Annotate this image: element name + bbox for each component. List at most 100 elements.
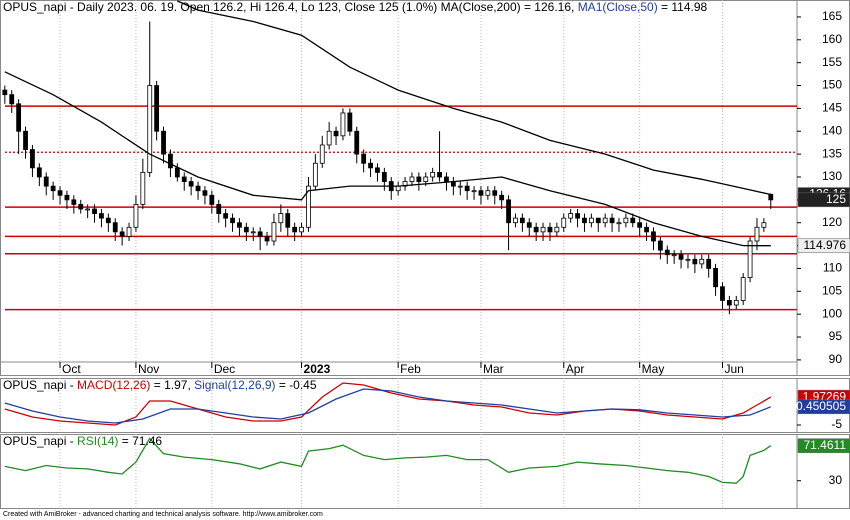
candle-body bbox=[664, 249, 670, 256]
series-line bbox=[4, 382, 772, 426]
candle-body bbox=[119, 231, 125, 237]
candle-body bbox=[264, 236, 270, 242]
series-line bbox=[4, 388, 772, 424]
axis-value-box bbox=[797, 192, 850, 208]
candle-body bbox=[216, 204, 222, 214]
y-tick-label: 130 bbox=[822, 169, 842, 183]
y-tick-label: 95 bbox=[829, 329, 843, 343]
candle-body bbox=[526, 222, 532, 228]
candle-body bbox=[485, 190, 491, 196]
candle-body bbox=[285, 213, 291, 228]
axis-value-box bbox=[797, 238, 850, 253]
axis-value-label: 125 bbox=[826, 192, 846, 206]
candle-body bbox=[437, 172, 442, 178]
candle-body bbox=[492, 190, 498, 196]
candle-body bbox=[699, 258, 705, 265]
candle-body bbox=[181, 176, 187, 182]
y-tick-label: 120 bbox=[822, 215, 842, 229]
candle-body bbox=[78, 204, 84, 210]
candle-body bbox=[64, 194, 70, 201]
candle-body bbox=[423, 176, 429, 182]
candle-body bbox=[237, 222, 242, 228]
candle-body bbox=[92, 208, 97, 214]
candle-body bbox=[71, 199, 77, 205]
candle-body bbox=[471, 190, 477, 193]
axis-value-label: 71.4611 bbox=[804, 438, 847, 452]
y-tick-label: -5 bbox=[831, 417, 842, 431]
y-tick-label: 145 bbox=[822, 101, 842, 115]
candle-body bbox=[50, 185, 56, 192]
candle-body bbox=[768, 193, 774, 201]
candle-body bbox=[278, 213, 284, 224]
series-line bbox=[177, 0, 771, 196]
candle-body bbox=[657, 240, 663, 251]
candle-body bbox=[312, 162, 318, 187]
candle-body bbox=[326, 130, 332, 146]
candle-body bbox=[168, 153, 173, 169]
axis-value-box bbox=[797, 438, 850, 453]
title-part: MACD(12,26) bbox=[77, 378, 150, 392]
title-part: = 114.98 bbox=[658, 0, 708, 14]
x-tick-label: 2023 bbox=[304, 362, 331, 376]
candle-body bbox=[209, 194, 215, 205]
candle-body bbox=[375, 167, 380, 173]
candle-body bbox=[85, 208, 91, 211]
candle-body bbox=[347, 112, 353, 132]
title-part: = 1.97, bbox=[150, 378, 194, 392]
y-tick-label: 155 bbox=[822, 55, 842, 69]
candle-body bbox=[720, 286, 725, 301]
candle-body bbox=[319, 144, 325, 164]
candle-body bbox=[250, 231, 256, 234]
candle-body bbox=[575, 213, 580, 219]
candle-body bbox=[651, 231, 656, 242]
candle-body bbox=[271, 222, 277, 242]
candle-body bbox=[616, 222, 622, 225]
candle-body bbox=[23, 130, 28, 150]
x-tick-label: May bbox=[642, 362, 665, 376]
candle-body bbox=[554, 226, 560, 233]
y-tick-label: 30 bbox=[829, 473, 843, 487]
panel-title: OPUS_napi - Daily 2023. 06. 19. Open 126… bbox=[3, 0, 708, 14]
y-tick-label: 90 bbox=[829, 352, 843, 366]
y-tick-label: 105 bbox=[822, 283, 842, 297]
candle-body bbox=[306, 185, 311, 228]
x-tick-label: Mar bbox=[483, 362, 504, 376]
candle-body bbox=[174, 167, 180, 178]
candle-body bbox=[685, 258, 691, 261]
x-tick-label: Nov bbox=[138, 362, 159, 376]
y-tick-label: 150 bbox=[822, 78, 842, 92]
candle-body bbox=[519, 217, 525, 224]
title-part: = -0.45 bbox=[276, 378, 317, 392]
candle-body bbox=[202, 190, 208, 196]
candle-body bbox=[533, 226, 539, 233]
candle-body bbox=[188, 181, 194, 187]
title-part: OPUS_napi - bbox=[3, 378, 77, 392]
y-tick-label: 140 bbox=[822, 123, 842, 137]
y-tick-label: 110 bbox=[823, 261, 842, 275]
axis-value-label: 114.976 bbox=[804, 238, 847, 252]
candle-body bbox=[292, 226, 298, 233]
candle-body bbox=[644, 226, 649, 233]
candle-body bbox=[582, 217, 587, 224]
candle-body bbox=[140, 172, 146, 205]
candle-body bbox=[464, 185, 470, 192]
candle-body bbox=[333, 130, 339, 137]
candle-body bbox=[195, 185, 201, 192]
candle-body bbox=[299, 226, 304, 233]
candle-body bbox=[147, 85, 153, 173]
y-tick-label: 100 bbox=[822, 306, 842, 320]
candle-body bbox=[747, 240, 753, 278]
y-tick-label: 165 bbox=[822, 9, 842, 23]
x-tick-label: Apr bbox=[566, 362, 585, 376]
candle-body bbox=[478, 190, 484, 196]
candle-body bbox=[340, 112, 346, 137]
candle-body bbox=[609, 217, 615, 224]
axis-value-label: -0.450505 bbox=[792, 399, 846, 413]
axis-value-box bbox=[797, 399, 850, 415]
candle-body bbox=[547, 226, 553, 233]
candle-body bbox=[595, 217, 601, 224]
candle-body bbox=[381, 172, 387, 182]
footer: Created with AmiBroker - advanced charti… bbox=[3, 511, 323, 518]
x-tick-label: Jun bbox=[724, 362, 743, 376]
